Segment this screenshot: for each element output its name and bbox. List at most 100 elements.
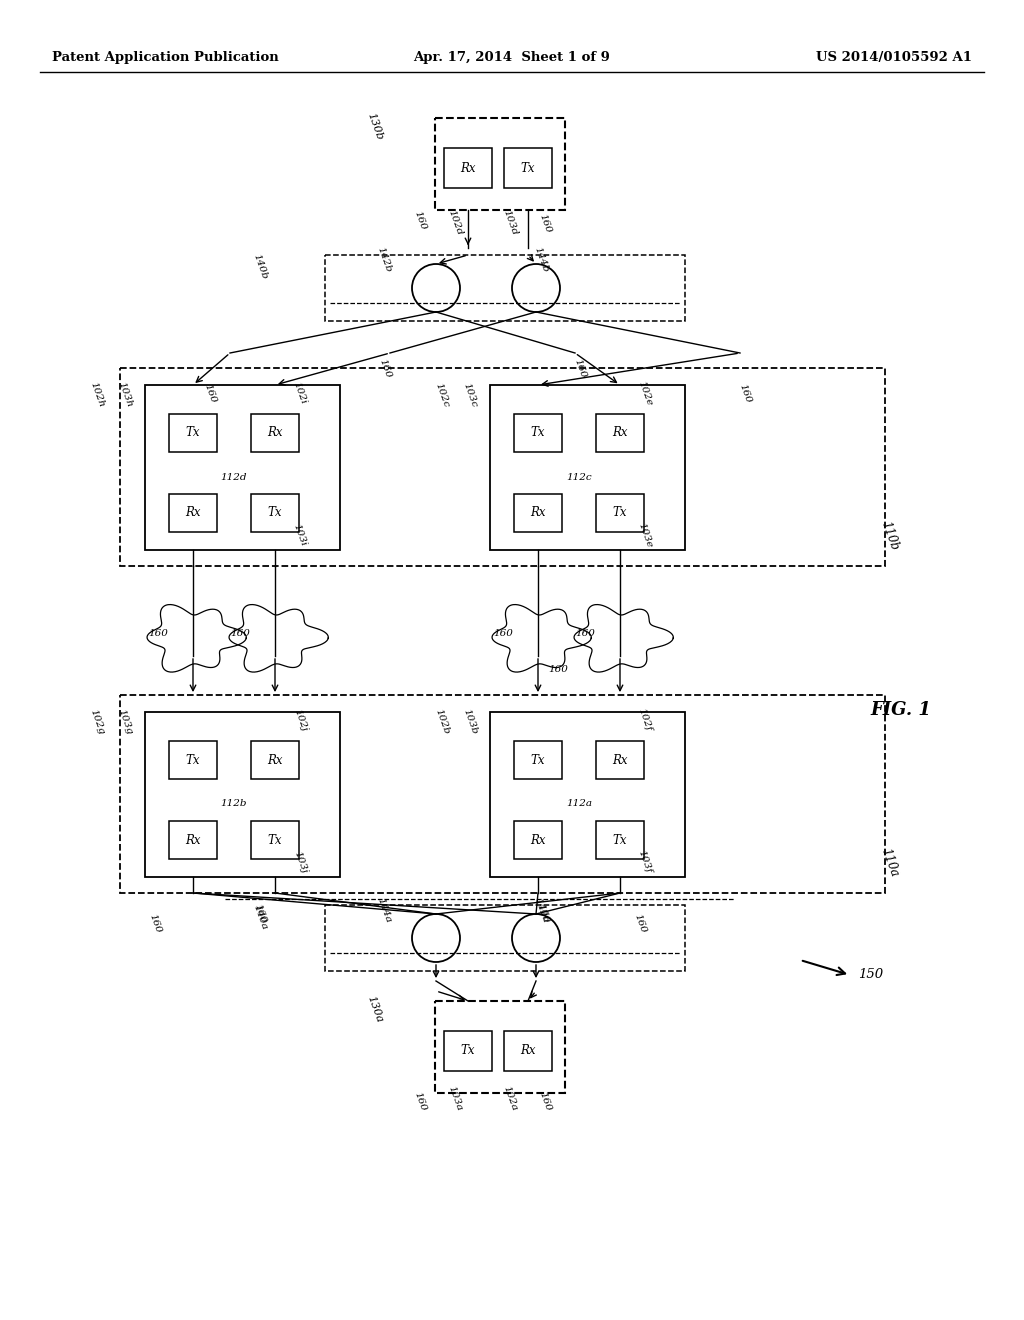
Text: 140b: 140b [251,253,268,281]
Bar [169,741,217,779]
Text: 160: 160 [203,381,218,404]
Bar [504,148,552,187]
Bar [120,368,885,566]
Bar [325,255,685,321]
Bar [251,494,299,532]
Text: 150: 150 [858,969,883,982]
Text: 160: 160 [230,628,250,638]
Text: 103f: 103f [637,849,653,875]
Text: Rx: Rx [612,426,628,440]
Text: 160: 160 [538,1090,553,1111]
Polygon shape [147,605,247,672]
Text: 102a: 102a [502,1084,519,1111]
Text: 160: 160 [538,213,553,234]
Text: FIG. 1: FIG. 1 [870,701,931,719]
Bar [596,821,644,859]
Bar [514,414,562,451]
Text: 160: 160 [548,665,568,675]
Bar [435,1001,565,1093]
Text: 102e: 102e [636,379,653,407]
Bar [145,711,340,876]
Bar [169,821,217,859]
Text: Rx: Rx [612,754,628,767]
Text: Tx: Tx [612,507,628,520]
Bar [596,414,644,451]
Bar [514,741,562,779]
Text: 160: 160 [147,912,163,933]
Bar [435,117,565,210]
Text: Rx: Rx [530,833,546,846]
Text: Apr. 17, 2014  Sheet 1 of 9: Apr. 17, 2014 Sheet 1 of 9 [414,51,610,65]
Text: Tx: Tx [185,754,201,767]
Text: 103b: 103b [461,708,479,737]
Text: Rx: Rx [185,507,201,520]
Text: 144b: 144b [532,246,550,275]
Text: 112b: 112b [221,800,247,808]
Bar [169,414,217,451]
Text: 102j: 102j [292,708,308,733]
Text: 103c: 103c [462,381,478,409]
Text: Patent Application Publication: Patent Application Publication [52,51,279,65]
Polygon shape [574,605,674,672]
Text: 103j: 103j [292,850,308,874]
Text: Tx: Tx [185,426,201,440]
Bar [444,1031,492,1071]
Bar [251,741,299,779]
Bar [145,385,340,550]
Text: 160: 160 [148,628,168,638]
Text: 103d: 103d [501,209,519,238]
Bar [325,906,685,972]
Text: Tx: Tx [530,426,545,440]
Text: 160: 160 [575,628,595,638]
Text: Tx: Tx [612,833,628,846]
Text: 102b: 102b [433,708,451,737]
Text: 140a: 140a [251,903,268,931]
Text: Tx: Tx [461,1044,475,1057]
Bar [251,821,299,859]
Text: 103a: 103a [446,1084,464,1111]
Bar [514,821,562,859]
Text: 102g: 102g [88,708,105,737]
Bar [596,741,644,779]
Bar [120,696,885,894]
Text: 160: 160 [413,209,428,231]
Bar [596,494,644,532]
Text: 160: 160 [572,358,588,379]
Polygon shape [229,605,329,672]
Text: 160: 160 [737,381,753,404]
Text: 160: 160 [494,628,513,638]
Text: 112c: 112c [566,473,592,482]
Bar [490,711,685,876]
Text: 142a: 142a [532,896,550,924]
Text: 144a: 144a [376,896,392,924]
Text: 102c: 102c [433,381,451,409]
Text: Rx: Rx [267,754,283,767]
Text: 130a: 130a [366,994,384,1024]
Text: Tx: Tx [521,161,536,174]
Text: 102i: 102i [292,380,308,405]
Text: 103i: 103i [292,523,308,548]
Text: 103h: 103h [117,381,134,409]
Text: US 2014/0105592 A1: US 2014/0105592 A1 [816,51,972,65]
Text: 160: 160 [633,912,647,933]
Bar [169,494,217,532]
Text: 103g: 103g [117,708,134,737]
Text: Tx: Tx [267,833,283,846]
Text: Tx: Tx [267,507,283,520]
Polygon shape [493,605,591,672]
Bar [504,1031,552,1071]
Bar [444,148,492,187]
Text: 160: 160 [413,1090,428,1111]
Text: Rx: Rx [267,426,283,440]
Text: Rx: Rx [185,833,201,846]
Text: Tx: Tx [530,754,545,767]
Text: 110a: 110a [879,847,901,879]
Text: 103e: 103e [636,521,653,549]
Text: 142b: 142b [375,246,393,275]
Text: 160: 160 [378,358,392,379]
Text: 102f: 102f [637,708,653,733]
Text: 110b: 110b [879,520,901,552]
Text: 160: 160 [536,902,551,924]
Bar [490,385,685,550]
Text: 112d: 112d [221,473,247,482]
